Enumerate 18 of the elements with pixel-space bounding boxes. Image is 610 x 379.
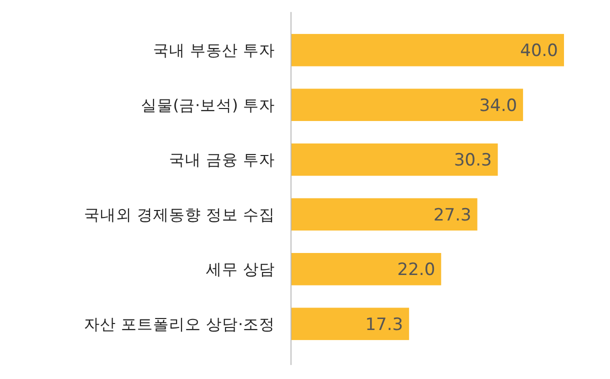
data-label: 22.0 [397, 260, 436, 280]
data-label: 30.3 [454, 150, 492, 171]
bar [291, 308, 410, 340]
bar [291, 88, 524, 122]
bar [291, 143, 498, 176]
y-tick-label: 실물(금·보석) 투자 [141, 96, 275, 114]
data-label: 40.0 [520, 41, 558, 62]
data-label: 17.3 [365, 314, 404, 335]
data-label: 34.0 [479, 96, 518, 116]
bar [291, 34, 564, 66]
y-tick-label: 세무 상담 [206, 260, 275, 279]
data-label: 27.3 [433, 205, 472, 226]
y-tick-label: 국내 금융 투자 [169, 151, 275, 170]
y-tick-label: 국내 부동산 투자 [153, 42, 275, 60]
bar [291, 252, 442, 286]
y-tick-label: 자산 포트폴리오 상담·조정 [84, 315, 275, 334]
bar [291, 198, 478, 231]
y-tick-label: 국내외 경제동향 정보 수집 [84, 206, 275, 224]
